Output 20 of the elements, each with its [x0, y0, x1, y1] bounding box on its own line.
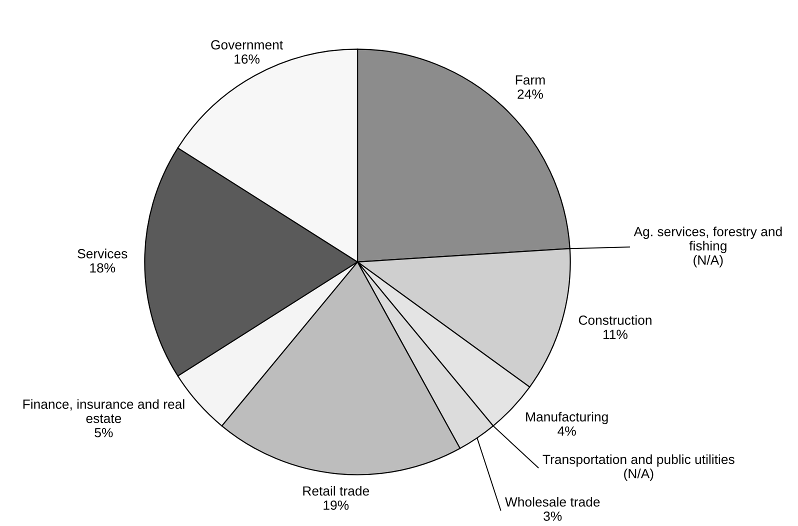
slice-label: Government [211, 40, 283, 50]
data-label: 18% [90, 263, 116, 273]
slice-label: Manufacturing [526, 412, 608, 424]
data-label: 24% [518, 90, 543, 99]
slice-label: Construction [578, 315, 652, 325]
slice-label: Finance, insurance and real estate [23, 399, 184, 424]
slice-label: Farm [516, 75, 545, 85]
data-label: 11% [604, 330, 628, 340]
legend-label: Ag. services, forestry and fishing [634, 226, 782, 254]
slice-label: Services [78, 248, 128, 258]
slice-label: Retail trade [303, 486, 370, 496]
data-label: 19% [324, 500, 349, 510]
data-label: 16% [234, 54, 260, 64]
category-label: Transportation and public utilities [542, 454, 734, 467]
slice-label: Wholesale trade [504, 496, 600, 507]
text: (N/A) [694, 255, 723, 268]
data-label: 5% [94, 428, 113, 438]
data-label: 3% [544, 512, 562, 521]
data-label: 4% [558, 426, 576, 436]
text: (N/A) [624, 468, 654, 481]
